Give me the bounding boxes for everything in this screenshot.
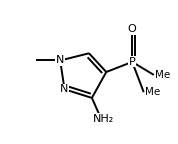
Text: P: P: [129, 57, 136, 67]
Text: Me: Me: [155, 70, 171, 80]
Text: N: N: [60, 84, 69, 94]
Text: NH₂: NH₂: [93, 114, 114, 124]
Text: O: O: [128, 24, 137, 34]
Text: N: N: [56, 55, 64, 66]
Text: Me: Me: [145, 87, 160, 97]
